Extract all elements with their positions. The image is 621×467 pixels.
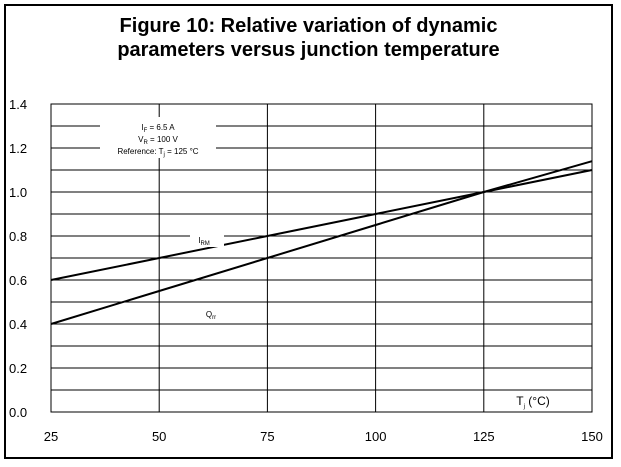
chart-frame: Figure 10: Relative variation of dynamic… xyxy=(4,4,613,459)
x-axis-label: Tj (°C) xyxy=(516,394,549,410)
series-label-irm-bg xyxy=(190,233,224,247)
series-line-irm xyxy=(50,169,593,281)
x-tick-label: 150 xyxy=(581,429,603,444)
chart-title: Figure 10: Relative variation of dynamic… xyxy=(6,14,611,62)
y-tick-label: 1.4 xyxy=(9,97,27,112)
series-label-qrr: Qrr xyxy=(206,310,216,321)
y-tick-label: 0.0 xyxy=(9,405,27,420)
annotation-box xyxy=(100,117,216,158)
annotation-line-reference: Reference: Tj = 125 °C xyxy=(117,147,198,158)
x-tick-label: 25 xyxy=(44,429,58,444)
x-tick-label: 100 xyxy=(365,429,387,444)
x-tick-label: 50 xyxy=(152,429,166,444)
plot-area xyxy=(50,103,593,413)
series-label-qrr-bg xyxy=(196,306,230,321)
x-tick-label: 75 xyxy=(260,429,274,444)
y-tick-label: 0.4 xyxy=(9,317,27,332)
series-lines xyxy=(50,160,593,325)
y-tick-label: 0.2 xyxy=(9,361,27,376)
y-tick-label: 0.6 xyxy=(9,273,27,288)
annotation-line-vr: VR = 100 V xyxy=(138,135,178,146)
annotation-line-if: IF = 6.5 A xyxy=(141,123,175,134)
series-line-qrr xyxy=(50,160,593,325)
x-axis-label-bg xyxy=(505,392,563,410)
chart-title-line-1: Figure 10: Relative variation of dynamic xyxy=(119,15,498,37)
series-label-irm: IRM xyxy=(198,236,210,247)
y-tick-labels: 0.0 0.2 0.4 0.6 0.8 1.0 1.2 1.4 xyxy=(9,97,27,420)
y-tick-label: 1.2 xyxy=(9,141,27,156)
y-tick-label: 1.0 xyxy=(9,185,27,200)
chart-title-line-2: parameters versus junction temperature xyxy=(117,39,500,61)
x-tick-labels: 25 50 75 100 125 150 xyxy=(44,429,603,444)
y-tick-label: 0.8 xyxy=(9,229,27,244)
x-tick-label: 125 xyxy=(473,429,495,444)
